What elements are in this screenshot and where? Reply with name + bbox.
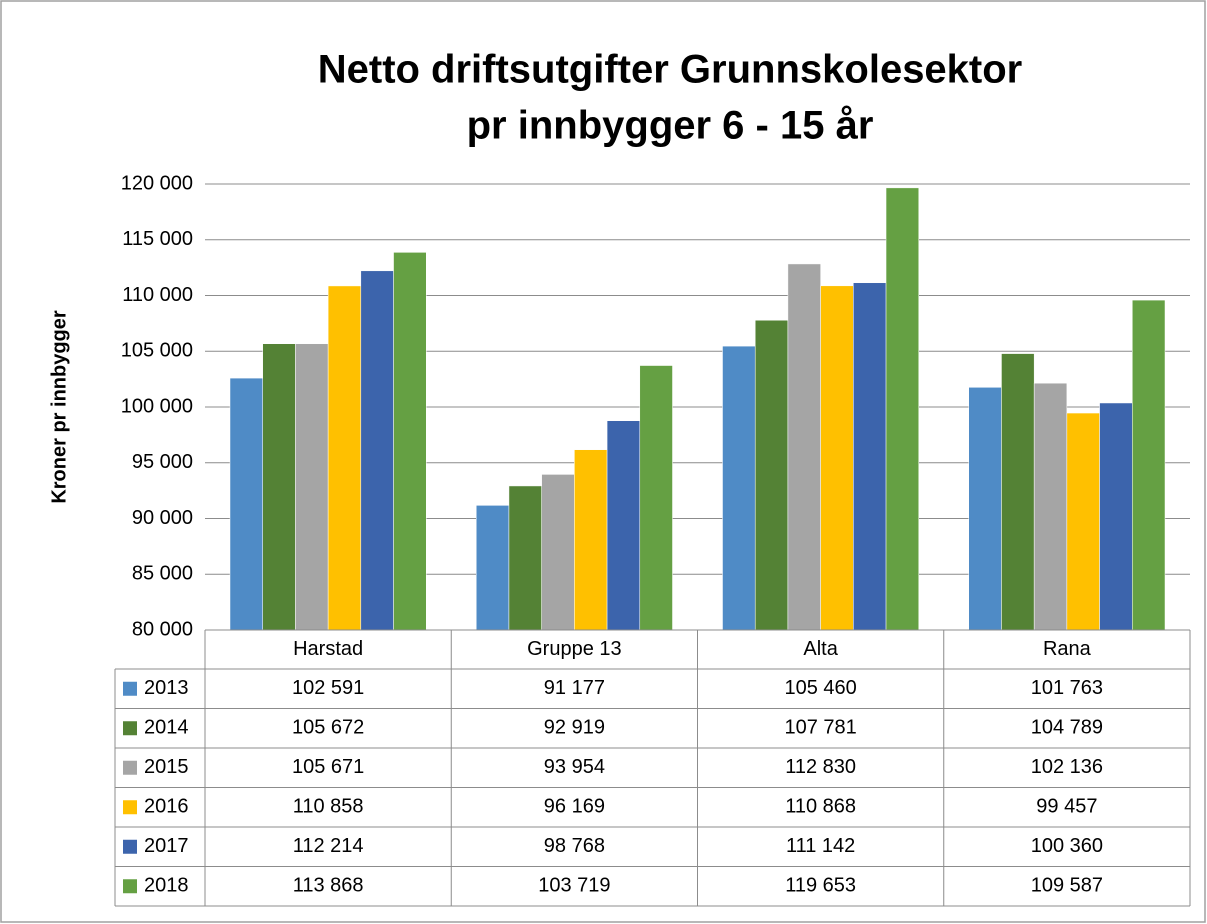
- bar: [1033, 382, 1068, 631]
- bar: [1132, 299, 1166, 631]
- table-value: 105 460: [784, 677, 856, 699]
- legend-label: 2015: [144, 756, 189, 778]
- table-value: 104 789: [1031, 717, 1103, 739]
- y-tick-label: 100 000: [121, 395, 193, 417]
- bar: [820, 285, 854, 631]
- bar: [968, 387, 1002, 631]
- table-value: 119 653: [785, 875, 856, 897]
- chart-title: pr innbygger 6 - 15 år: [467, 104, 874, 148]
- bar: [476, 505, 510, 631]
- table-value: 113 868: [293, 875, 364, 897]
- x-tick-label: Rana: [1043, 638, 1092, 660]
- table-value: 110 858: [293, 796, 364, 818]
- bar: [541, 474, 575, 631]
- x-tick-label: Harstad: [293, 638, 363, 660]
- bar: [1001, 353, 1035, 631]
- table-value: 109 587: [1031, 875, 1103, 897]
- table-value: 105 671: [292, 756, 364, 778]
- bar: [1099, 402, 1133, 631]
- bar: [295, 343, 329, 631]
- y-tick-label: 80 000: [132, 618, 193, 640]
- chart-title: Netto driftsutgifter Grunnskolesektor: [318, 48, 1023, 92]
- bar: [787, 263, 821, 631]
- legend-label: 2018: [144, 875, 189, 897]
- x-tick-label: Gruppe 13: [527, 638, 622, 660]
- bar: [393, 252, 427, 631]
- table-value: 98 768: [544, 835, 605, 857]
- y-tick-label: 110 000: [122, 284, 193, 306]
- table-value: 101 763: [1031, 677, 1103, 699]
- y-tick-label: 95 000: [132, 451, 193, 473]
- bar: [754, 319, 789, 631]
- table-value: 100 360: [1031, 835, 1103, 857]
- table-value: 102 591: [292, 677, 364, 699]
- table-value: 93 954: [544, 756, 605, 778]
- legend-swatch: [123, 800, 137, 815]
- legend-swatch: [123, 839, 137, 854]
- table-value: 102 136: [1031, 756, 1103, 778]
- y-tick-label: 120 000: [121, 172, 193, 194]
- legend-label: 2014: [144, 717, 189, 739]
- legend-swatch: [123, 760, 137, 775]
- y-tick-label: 115 000: [122, 228, 193, 250]
- bar: [853, 282, 887, 631]
- legend-swatch: [123, 721, 137, 736]
- table-value: 105 672: [292, 717, 364, 739]
- table-value: 99 457: [1036, 796, 1097, 818]
- table-value: 92 919: [544, 717, 605, 739]
- table-value: 110 868: [785, 796, 856, 818]
- bar: [574, 449, 608, 631]
- bar: [262, 343, 296, 631]
- table-value: 103 719: [538, 875, 610, 897]
- table-value: 91 177: [544, 677, 605, 699]
- bar: [885, 187, 920, 631]
- bar: [722, 345, 756, 631]
- bar: [229, 377, 263, 631]
- legend-label: 2017: [144, 835, 189, 857]
- bar: [508, 485, 542, 631]
- table-value: 96 169: [544, 796, 605, 818]
- bar: [639, 365, 673, 631]
- bar: [360, 270, 394, 631]
- bar: [606, 420, 641, 631]
- legend-label: 2013: [144, 677, 189, 699]
- legend-swatch: [123, 879, 137, 894]
- y-tick-label: 105 000: [121, 340, 193, 362]
- legend-swatch: [123, 681, 137, 696]
- y-axis-label: Kroner pr innbygger: [48, 310, 70, 504]
- table-value: 112 830: [785, 756, 856, 778]
- bar: [1066, 412, 1100, 631]
- x-tick-label: Alta: [803, 638, 838, 660]
- legend-label: 2016: [144, 796, 189, 818]
- bar: [327, 285, 362, 631]
- y-tick-label: 90 000: [132, 507, 193, 529]
- y-tick-label: 85 000: [132, 563, 193, 585]
- table-value: 107 781: [784, 717, 856, 739]
- table-value: 112 214: [293, 835, 364, 857]
- table-value: 111 142: [786, 835, 855, 857]
